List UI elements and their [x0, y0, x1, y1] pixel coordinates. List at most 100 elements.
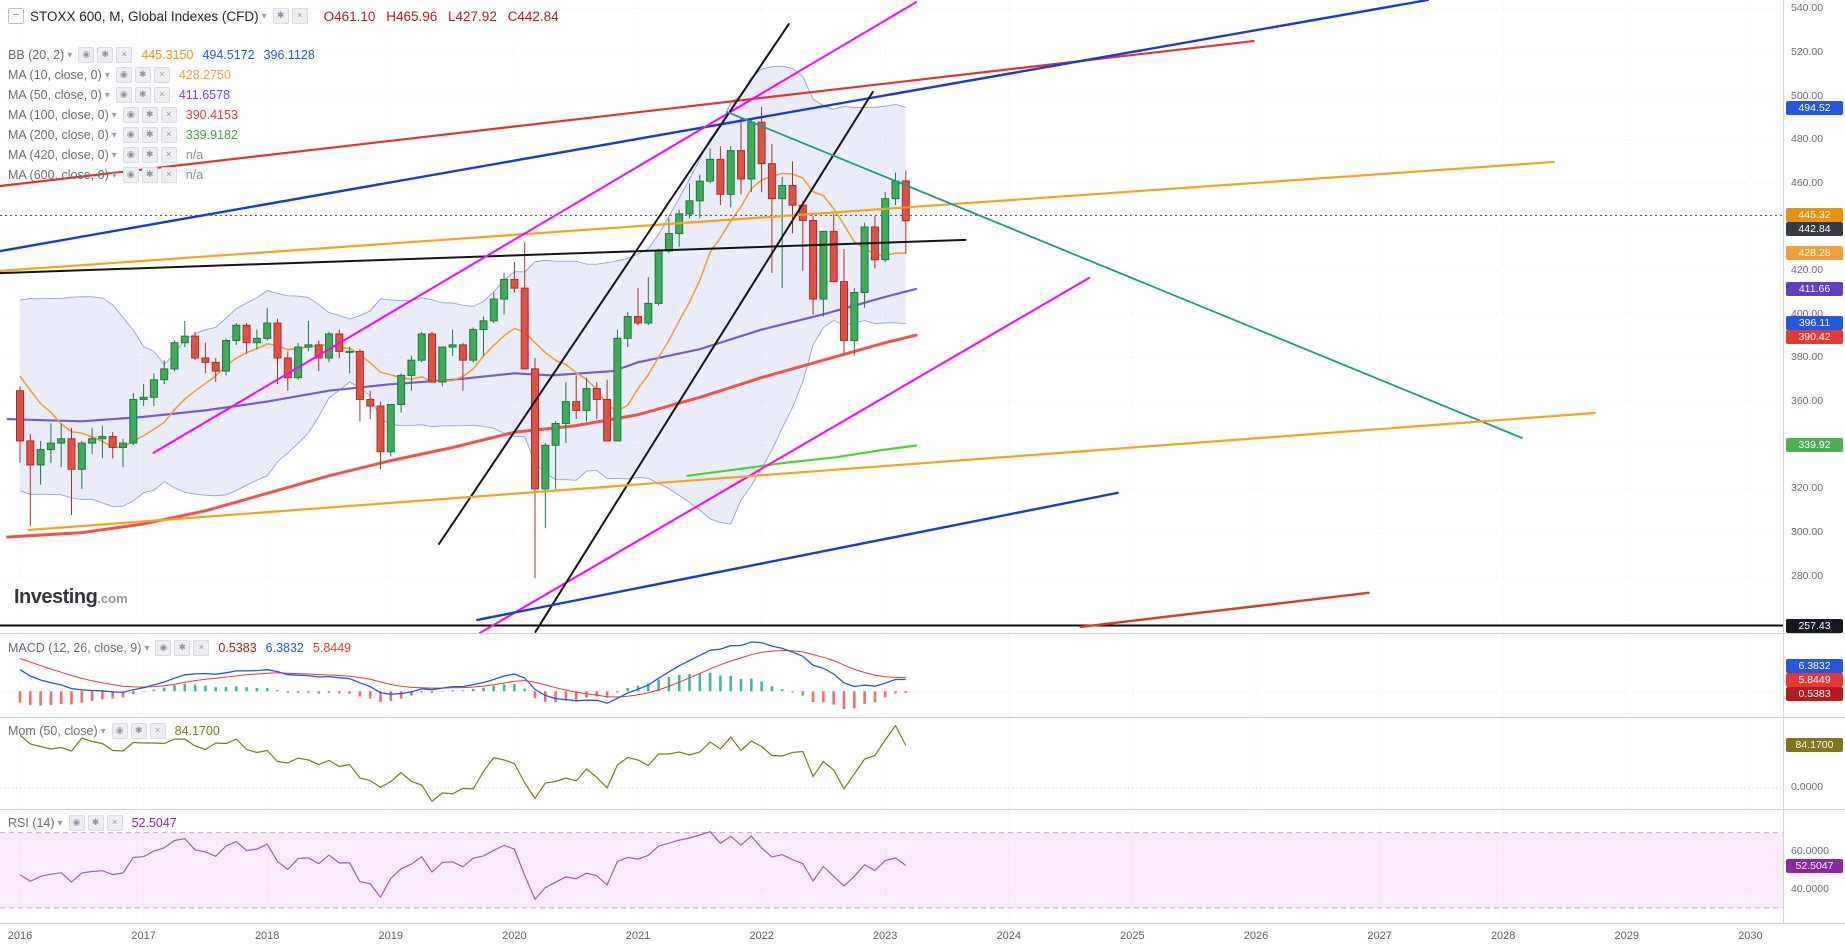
visibility-icon[interactable]: ◉: [122, 127, 139, 143]
price-tick-label: 360.00: [1791, 395, 1824, 408]
settings-icon[interactable]: ✱: [134, 87, 151, 103]
price-badge: 396.11: [1786, 315, 1843, 330]
price-tick-label: 520.00: [1791, 45, 1824, 58]
indicator-value: 52.5047: [131, 816, 177, 830]
delete-icon[interactable]: ×: [160, 107, 177, 123]
chevron-down-icon[interactable]: ▾: [261, 10, 267, 22]
ma100-line: [6, 333, 918, 539]
delete-icon[interactable]: ×: [160, 127, 177, 143]
macd-badge: 5.8449: [1786, 672, 1843, 687]
indicator-label[interactable]: MA (100, close, 0): [8, 108, 109, 122]
visibility-icon[interactable]: ◉: [78, 47, 95, 63]
delete-icon[interactable]: ×: [106, 815, 123, 831]
indicator-value: 84.1700: [174, 724, 220, 738]
price-badge: 428.28: [1786, 245, 1843, 260]
year-label: 2024: [996, 930, 1022, 942]
chevron-down-icon[interactable]: ▾: [111, 109, 117, 121]
indicator-label[interactable]: MA (10, close, 0): [8, 68, 102, 82]
year-label: 2028: [1490, 930, 1516, 942]
price-badge: 411.66: [1786, 281, 1843, 296]
visibility-icon[interactable]: ◉: [122, 147, 139, 163]
year-label: 2020: [502, 930, 527, 942]
settings-icon[interactable]: ✱: [87, 815, 104, 831]
price-badge: 257.43: [1786, 618, 1843, 633]
delete-icon[interactable]: ×: [193, 640, 210, 656]
indicator-label[interactable]: MA (200, close, 0): [8, 128, 109, 142]
mom-legend: Mom (50, close) ▾ ◉ ✱ × 84.1700: [8, 722, 220, 740]
chevron-down-icon[interactable]: ▾: [111, 129, 117, 141]
price-tick-label: 460.00: [1791, 176, 1824, 189]
indicator-row-bb: BB (20, 2) ▾ ◉ ✱ × 445.3150 494.5172 396…: [8, 45, 559, 65]
delete-icon[interactable]: ×: [153, 87, 170, 103]
visibility-icon[interactable]: ◉: [111, 723, 128, 739]
visibility-icon[interactable]: ◉: [115, 87, 132, 103]
indicator-value: 494.5172: [202, 48, 255, 62]
settings-icon[interactable]: ✱: [174, 640, 191, 656]
chevron-down-icon[interactable]: ▾: [104, 89, 110, 101]
year-label: 2023: [872, 930, 898, 942]
price-tick-label: 480.00: [1791, 133, 1824, 146]
chevron-down-icon[interactable]: ▾: [104, 69, 110, 81]
indicator-row-ma10: MA (10, close, 0) ▾ ◉ ✱ × 428.2750: [8, 65, 559, 85]
indicator-label[interactable]: MACD (12, 26, close, 9): [8, 641, 142, 655]
indicator-row-ma420: MA (420, close, 0) ▾ ◉ ✱ × n/a: [8, 145, 559, 165]
delete-icon[interactable]: ×: [149, 723, 166, 739]
settings-icon[interactable]: ✱: [97, 47, 114, 63]
indicator-label[interactable]: Mom (50, close): [8, 724, 98, 738]
visibility-icon[interactable]: ◉: [115, 67, 132, 83]
rsi-legend: RSI (14) ▾ ◉ ✱ × 52.5047: [8, 814, 177, 832]
price-badge: 445.32: [1786, 208, 1843, 223]
open-value: O461.10: [323, 8, 376, 24]
settings-icon[interactable]: ✱: [141, 167, 158, 183]
year-label: 2021: [625, 930, 651, 942]
chevron-down-icon[interactable]: ▾: [57, 817, 63, 829]
indicator-value: 5.8449: [312, 641, 352, 655]
trend-line-black-steep-left: [438, 23, 790, 545]
indicator-row-ma50: MA (50, close, 0) ▾ ◉ ✱ × 411.6578: [8, 85, 559, 105]
settings-icon[interactable]: ✱: [134, 67, 151, 83]
indicator-value: 396.1128: [263, 48, 315, 62]
chevron-down-icon[interactable]: ▾: [100, 725, 106, 737]
visibility-icon[interactable]: ◉: [122, 107, 139, 123]
indicator-value: n/a: [185, 148, 204, 162]
price-badge: 442.84: [1786, 222, 1843, 237]
ohlc-values: O461.10 H465.96 L427.92 C442.84: [317, 9, 559, 24]
low-value: L427.92: [448, 8, 497, 24]
indicator-label[interactable]: MA (600, close, 0): [8, 168, 109, 182]
indicator-label[interactable]: BB (20, 2): [8, 48, 65, 62]
momentum-line: [19, 724, 907, 803]
indicator-label[interactable]: RSI (14): [8, 816, 55, 830]
visibility-icon[interactable]: ◉: [68, 815, 85, 831]
settings-icon[interactable]: ✱: [141, 107, 158, 123]
indicator-value: 339.9182: [185, 128, 238, 142]
chevron-down-icon[interactable]: ▾: [67, 49, 73, 61]
delete-icon[interactable]: ×: [160, 147, 177, 163]
delete-icon[interactable]: ×: [153, 67, 170, 83]
mom-zero-label: 0.0000: [1791, 780, 1824, 793]
trend-line-orange-upper: [0, 160, 1555, 272]
price-tick-label: 420.00: [1791, 264, 1824, 277]
symbol-row: − STOXX 600, M, Global Indexes (CFD) ▾ ✱…: [8, 5, 559, 27]
settings-icon[interactable]: ✱: [130, 723, 147, 739]
settings-icon[interactable]: ✱: [141, 147, 158, 163]
chevron-down-icon[interactable]: ▾: [111, 169, 117, 181]
indicator-label[interactable]: MA (420, close, 0): [8, 148, 109, 162]
symbol-title[interactable]: STOXX 600, M, Global Indexes (CFD): [30, 8, 259, 24]
settings-icon[interactable]: ✱: [272, 8, 289, 24]
chevron-down-icon[interactable]: ▾: [111, 149, 117, 161]
delete-icon[interactable]: ×: [116, 47, 133, 63]
delete-icon[interactable]: ×: [160, 167, 177, 183]
visibility-icon[interactable]: ◉: [155, 640, 172, 656]
indicator-row-ma200: MA (200, close, 0) ▾ ◉ ✱ × 339.9182: [8, 125, 559, 145]
price-tick-label: 320.00: [1791, 482, 1824, 495]
indicator-label[interactable]: MA (50, close, 0): [8, 88, 102, 102]
trend-line-blue-lower: [476, 491, 1119, 622]
close-icon[interactable]: ×: [291, 8, 308, 24]
indicator-value: 411.6578: [178, 88, 231, 102]
chevron-down-icon[interactable]: ▾: [144, 642, 150, 654]
collapse-icon[interactable]: −: [8, 8, 24, 24]
visibility-icon[interactable]: ◉: [122, 167, 139, 183]
settings-icon[interactable]: ✱: [141, 127, 158, 143]
price-tick-label: 300.00: [1791, 526, 1824, 539]
